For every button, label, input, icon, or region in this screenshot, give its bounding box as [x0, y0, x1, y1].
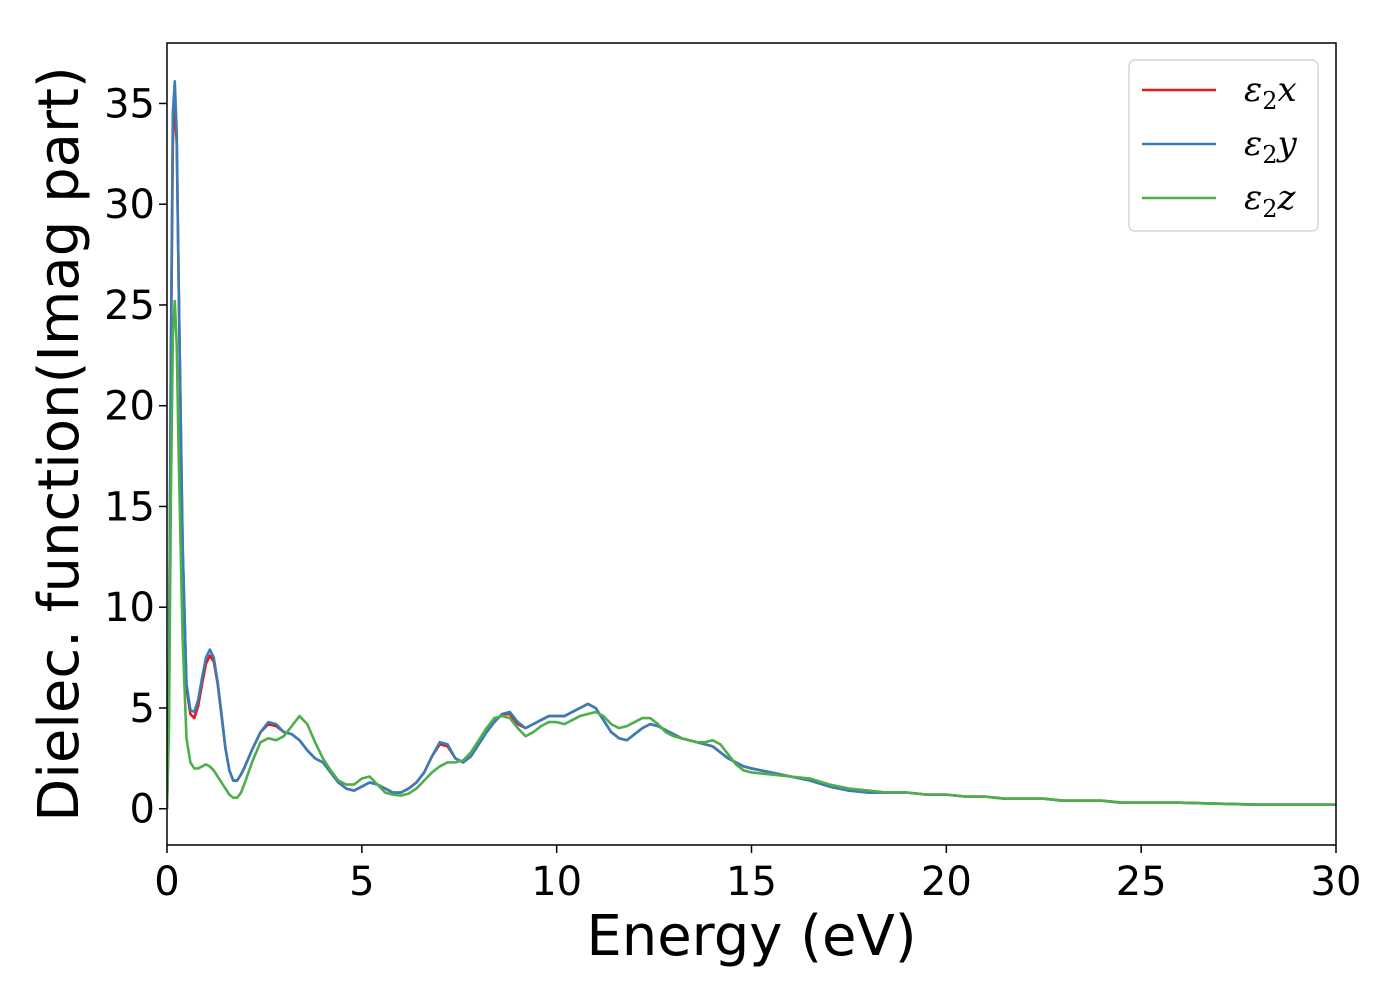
y-axis-ticks: 0 5 10 15 20 25 30 35	[104, 81, 167, 833]
y-axis-label: Dielec. function(Imag part)	[27, 66, 92, 822]
legend-box	[1128, 59, 1319, 232]
x-tick-label: 25	[1116, 859, 1167, 905]
legend-label-z: ε2z	[1244, 178, 1297, 223]
series-lines	[167, 79, 1336, 809]
y-tick-label: 35	[104, 81, 155, 127]
x-tick-label: 30	[1311, 859, 1362, 905]
y-tick-label: 10	[104, 585, 155, 631]
x-tick-label: 15	[726, 859, 777, 905]
x-tick-label: 0	[154, 859, 179, 905]
legend: ε2x ε2y ε2z	[1128, 59, 1319, 232]
y-tick-label: 30	[104, 182, 155, 228]
y-tick-label: 0	[130, 787, 155, 833]
y-tick-label: 15	[104, 484, 155, 530]
y-tick-label: 25	[104, 283, 155, 329]
x-axis-label: Energy (eV)	[586, 904, 916, 969]
x-tick-label: 10	[531, 859, 582, 905]
x-axis-ticks: 0 5 10 15 20 25 30	[154, 845, 1361, 905]
y-tick-label: 5	[130, 686, 155, 732]
legend-label-y: ε2y	[1244, 124, 1298, 169]
series-line-y	[167, 79, 1336, 809]
series-line-z	[167, 299, 1336, 809]
x-tick-label: 5	[349, 859, 374, 905]
x-tick-label: 20	[921, 859, 972, 905]
legend-label-x: ε2x	[1244, 70, 1297, 115]
y-tick-label: 20	[104, 384, 155, 430]
